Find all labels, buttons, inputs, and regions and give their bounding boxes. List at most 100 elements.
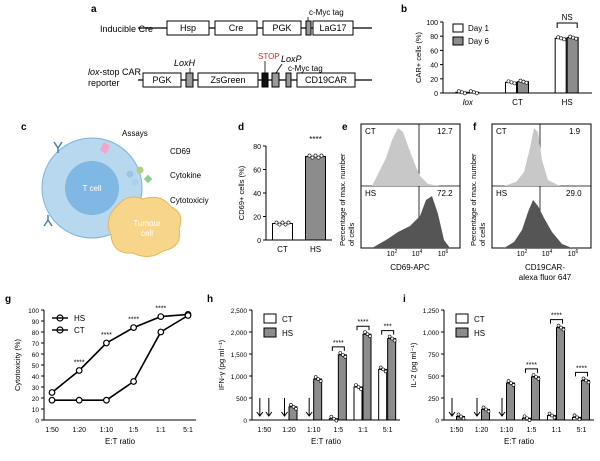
y-tick-label: 0 <box>257 238 261 245</box>
assays-label: Assays <box>122 129 148 138</box>
panel-a-letter: a <box>91 4 97 15</box>
significance-bracket <box>556 22 578 28</box>
significance-label: NS <box>562 13 573 22</box>
y-tick-label: 0 <box>435 418 439 425</box>
y-tick-label: 90 <box>32 319 40 326</box>
data-point <box>277 222 282 227</box>
legend-label: HS <box>282 329 293 338</box>
data-point <box>387 334 392 339</box>
bar <box>581 379 590 421</box>
x-tick-label: 1:20 <box>72 427 86 434</box>
lox-stop-label: lox-stop CAR <box>88 67 142 77</box>
y-tick-label: 0 <box>243 418 247 425</box>
data-point <box>390 336 394 341</box>
bar <box>353 386 363 421</box>
x-tick-label: CT <box>277 245 288 254</box>
t-cell-nucleus <box>65 161 119 215</box>
data-point <box>289 402 293 407</box>
y-tick-label: 30 <box>32 385 40 392</box>
panel-f-tick-3: 106 <box>568 249 579 258</box>
y-tick-label: 1,000 <box>231 374 248 381</box>
panel-f-ct-value: 1.9 <box>569 127 581 136</box>
x-tick-label: 1:1 <box>156 427 166 434</box>
data-point <box>313 375 318 379</box>
chart-g: 0 10 20 30 40 50 60 70 80 90 100 1:50 1:20 1:10 1:5 1:1… <box>13 306 196 446</box>
data-point <box>459 414 463 419</box>
x-tick-label: 1:5 <box>129 427 139 434</box>
panel-g-letter: g <box>5 294 11 305</box>
zsgreen-label: ZsGreen <box>210 75 245 85</box>
significance-bracket <box>381 330 395 335</box>
t-cell-label: T cell <box>83 184 102 193</box>
panel-c-letter: c <box>21 122 27 133</box>
legend-label: Day 6 <box>468 37 489 46</box>
data-point <box>75 367 83 374</box>
data-point <box>481 405 486 410</box>
data-point <box>536 377 541 381</box>
data-point <box>509 381 513 385</box>
y-tick-label: 500 <box>428 374 439 381</box>
data-point <box>75 396 83 404</box>
panel-b-letter: b <box>401 4 407 15</box>
panel-e-hs-histogram <box>372 196 450 248</box>
x-tick-label: 1:1 <box>552 427 562 434</box>
data-point <box>383 369 388 374</box>
data-point <box>550 413 554 418</box>
bar <box>313 378 323 421</box>
chart-i: 0 250 500 750 1,000 1,250 1:50 1:20 1:10 1:5 1:1 5:… <box>409 308 594 446</box>
x-tick-label: HS <box>562 98 573 107</box>
receptor-1 <box>53 141 63 153</box>
x-tick-label: 5:1 <box>577 427 587 434</box>
loxh-site <box>185 72 194 88</box>
y-tick-label: 2,000 <box>231 330 248 337</box>
significance-label: **** <box>358 319 369 326</box>
data-point <box>586 380 591 385</box>
y-tick-label: 40 <box>430 63 438 70</box>
panel-e-ct-value: 12.7 <box>437 127 453 136</box>
data-point <box>511 383 516 387</box>
y-tick-label: 80 <box>430 34 438 41</box>
bar <box>272 223 293 241</box>
zsgreen-box <box>197 72 259 88</box>
x-tick-label: 1:50 <box>258 427 272 434</box>
legend-swatch <box>263 327 277 338</box>
loxp-site <box>271 72 280 88</box>
data-point <box>534 375 538 379</box>
data-point <box>338 351 343 355</box>
inducible-cre-label: Inducible Cre <box>100 24 153 34</box>
data-point <box>462 91 467 96</box>
panel-e: e Percentage of max. numberof cells CT 1… <box>338 122 461 272</box>
data-point <box>130 378 138 385</box>
cytokine-dot-2 <box>136 166 144 174</box>
bar <box>362 333 372 421</box>
legend-label: CT <box>282 315 293 324</box>
x-tick-label: 1:50 <box>450 427 464 434</box>
loxh-label: LoxH <box>174 58 196 68</box>
y-tick-label: 100 <box>426 20 438 27</box>
panel-e-ylabel: Percentage of max. numberof cells <box>338 153 356 246</box>
cd69-marker <box>100 142 110 154</box>
y-tick-label: 250 <box>428 396 439 403</box>
x-tick-label: 5:1 <box>183 427 193 434</box>
lag17-label: LaG17 <box>319 23 346 33</box>
legend-label: HS <box>474 329 485 338</box>
data-point <box>581 376 586 381</box>
cytokine-dot-4 <box>143 174 153 184</box>
data-point <box>524 80 529 85</box>
data-point <box>274 220 279 225</box>
y-axis-label: IL-2 (pg ml⁻¹) <box>409 342 418 387</box>
legend-label: CT <box>74 326 85 335</box>
y-axis-label: CAR+ cells (%) <box>414 31 423 83</box>
bar <box>506 382 515 421</box>
data-point <box>184 312 192 319</box>
panel-f-xlabel-2: alexa fluor 647 <box>519 273 572 282</box>
data-point <box>559 325 563 330</box>
panel-f-tick-1: 102 <box>517 249 528 258</box>
x-axis-label: E:T ratio <box>504 437 535 446</box>
y-tick-label: 1,000 <box>423 330 440 337</box>
cd19car-box <box>296 72 356 88</box>
y-tick-label: 100 <box>28 308 39 315</box>
legend-label: Day 1 <box>468 24 489 33</box>
x-tick-label: 1:10 <box>307 427 321 434</box>
data-point <box>157 313 165 321</box>
